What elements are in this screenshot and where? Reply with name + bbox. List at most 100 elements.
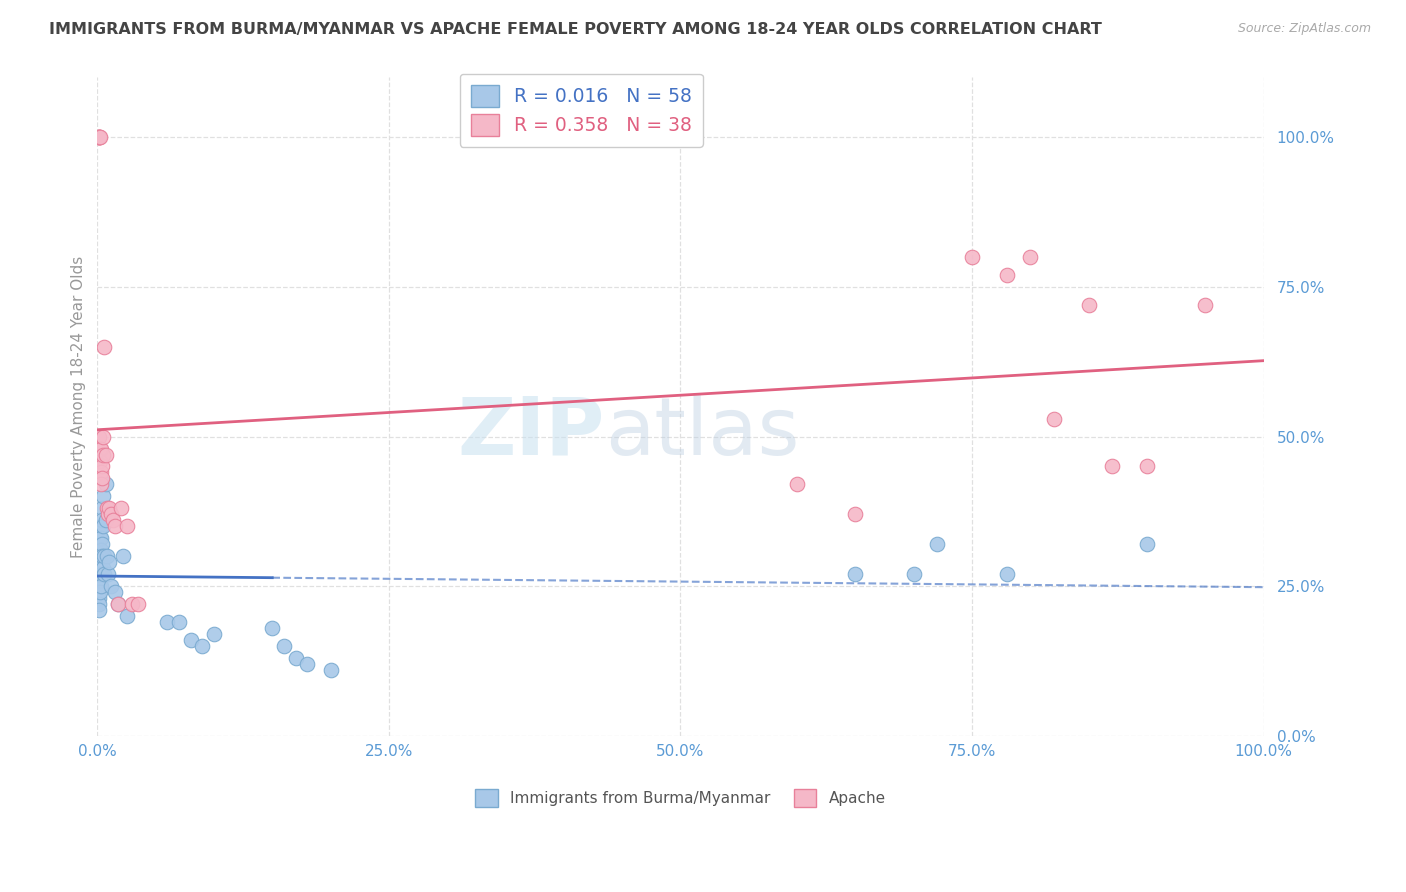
Point xyxy=(89,453,111,467)
Point xyxy=(127,597,149,611)
Point xyxy=(87,130,110,145)
Y-axis label: Female Poverty Among 18-24 Year Olds: Female Poverty Among 18-24 Year Olds xyxy=(72,255,86,558)
Text: ZIP: ZIP xyxy=(457,394,605,472)
Point xyxy=(110,501,132,516)
Point xyxy=(786,477,808,491)
Point xyxy=(87,130,110,145)
Point xyxy=(91,537,114,551)
Point xyxy=(93,549,115,564)
Point xyxy=(1101,459,1123,474)
Point xyxy=(284,651,307,665)
Point xyxy=(89,555,111,569)
Point xyxy=(98,501,121,516)
Point xyxy=(925,537,948,551)
Point xyxy=(90,531,112,545)
Text: Source: ZipAtlas.com: Source: ZipAtlas.com xyxy=(1237,22,1371,36)
Point xyxy=(91,429,114,443)
Point xyxy=(96,501,118,516)
Point xyxy=(91,513,114,527)
Point xyxy=(87,579,110,593)
Legend: Immigrants from Burma/Myanmar, Apache: Immigrants from Burma/Myanmar, Apache xyxy=(470,783,891,813)
Point xyxy=(98,555,121,569)
Point xyxy=(115,519,138,533)
Point xyxy=(87,603,110,617)
Point xyxy=(1136,537,1159,551)
Point xyxy=(87,567,110,582)
Point xyxy=(1042,411,1064,425)
Point xyxy=(94,513,117,527)
Point xyxy=(91,501,114,516)
Point xyxy=(97,567,120,582)
Point xyxy=(1077,298,1099,312)
Point xyxy=(156,615,179,629)
Point xyxy=(94,448,117,462)
Point xyxy=(89,579,111,593)
Point xyxy=(180,633,202,648)
Point xyxy=(273,639,295,653)
Point xyxy=(107,597,129,611)
Point xyxy=(91,549,114,564)
Text: atlas: atlas xyxy=(605,394,799,472)
Point xyxy=(87,597,110,611)
Point xyxy=(1136,459,1159,474)
Point xyxy=(995,268,1018,282)
Point xyxy=(91,448,114,462)
Point xyxy=(101,513,124,527)
Point xyxy=(87,573,110,587)
Point xyxy=(167,615,190,629)
Point xyxy=(115,609,138,624)
Point xyxy=(90,466,112,480)
Point xyxy=(89,585,111,599)
Point xyxy=(97,508,120,522)
Point xyxy=(87,429,110,443)
Point xyxy=(90,543,112,558)
Point xyxy=(87,591,110,606)
Point xyxy=(121,597,143,611)
Point xyxy=(89,442,111,456)
Point xyxy=(90,567,112,582)
Point xyxy=(91,490,114,504)
Point xyxy=(89,543,111,558)
Point xyxy=(96,549,118,564)
Point xyxy=(104,519,127,533)
Point xyxy=(262,621,284,635)
Point xyxy=(100,508,122,522)
Point xyxy=(87,549,110,564)
Point xyxy=(91,519,114,533)
Point xyxy=(104,585,127,599)
Point xyxy=(111,549,134,564)
Point xyxy=(90,519,112,533)
Point xyxy=(90,477,112,491)
Point xyxy=(995,567,1018,582)
Point xyxy=(87,585,110,599)
Point xyxy=(1019,250,1042,264)
Point xyxy=(100,579,122,593)
Text: IMMIGRANTS FROM BURMA/MYANMAR VS APACHE FEMALE POVERTY AMONG 18-24 YEAR OLDS COR: IMMIGRANTS FROM BURMA/MYANMAR VS APACHE … xyxy=(49,22,1102,37)
Point xyxy=(91,561,114,575)
Point xyxy=(89,567,111,582)
Point xyxy=(960,250,983,264)
Point xyxy=(319,663,342,677)
Point xyxy=(93,340,115,354)
Point xyxy=(87,555,110,569)
Point xyxy=(844,508,866,522)
Point xyxy=(91,459,114,474)
Point xyxy=(844,567,866,582)
Point xyxy=(93,567,115,582)
Point xyxy=(191,639,214,653)
Point xyxy=(90,442,112,456)
Point xyxy=(903,567,925,582)
Point xyxy=(297,657,319,671)
Point xyxy=(91,471,114,485)
Point xyxy=(89,561,111,575)
Point xyxy=(94,477,117,491)
Point xyxy=(202,627,225,641)
Point xyxy=(1194,298,1216,312)
Point xyxy=(89,531,111,545)
Point xyxy=(87,130,110,145)
Point xyxy=(89,573,111,587)
Point xyxy=(90,555,112,569)
Point xyxy=(107,597,129,611)
Point xyxy=(90,579,112,593)
Point xyxy=(89,130,111,145)
